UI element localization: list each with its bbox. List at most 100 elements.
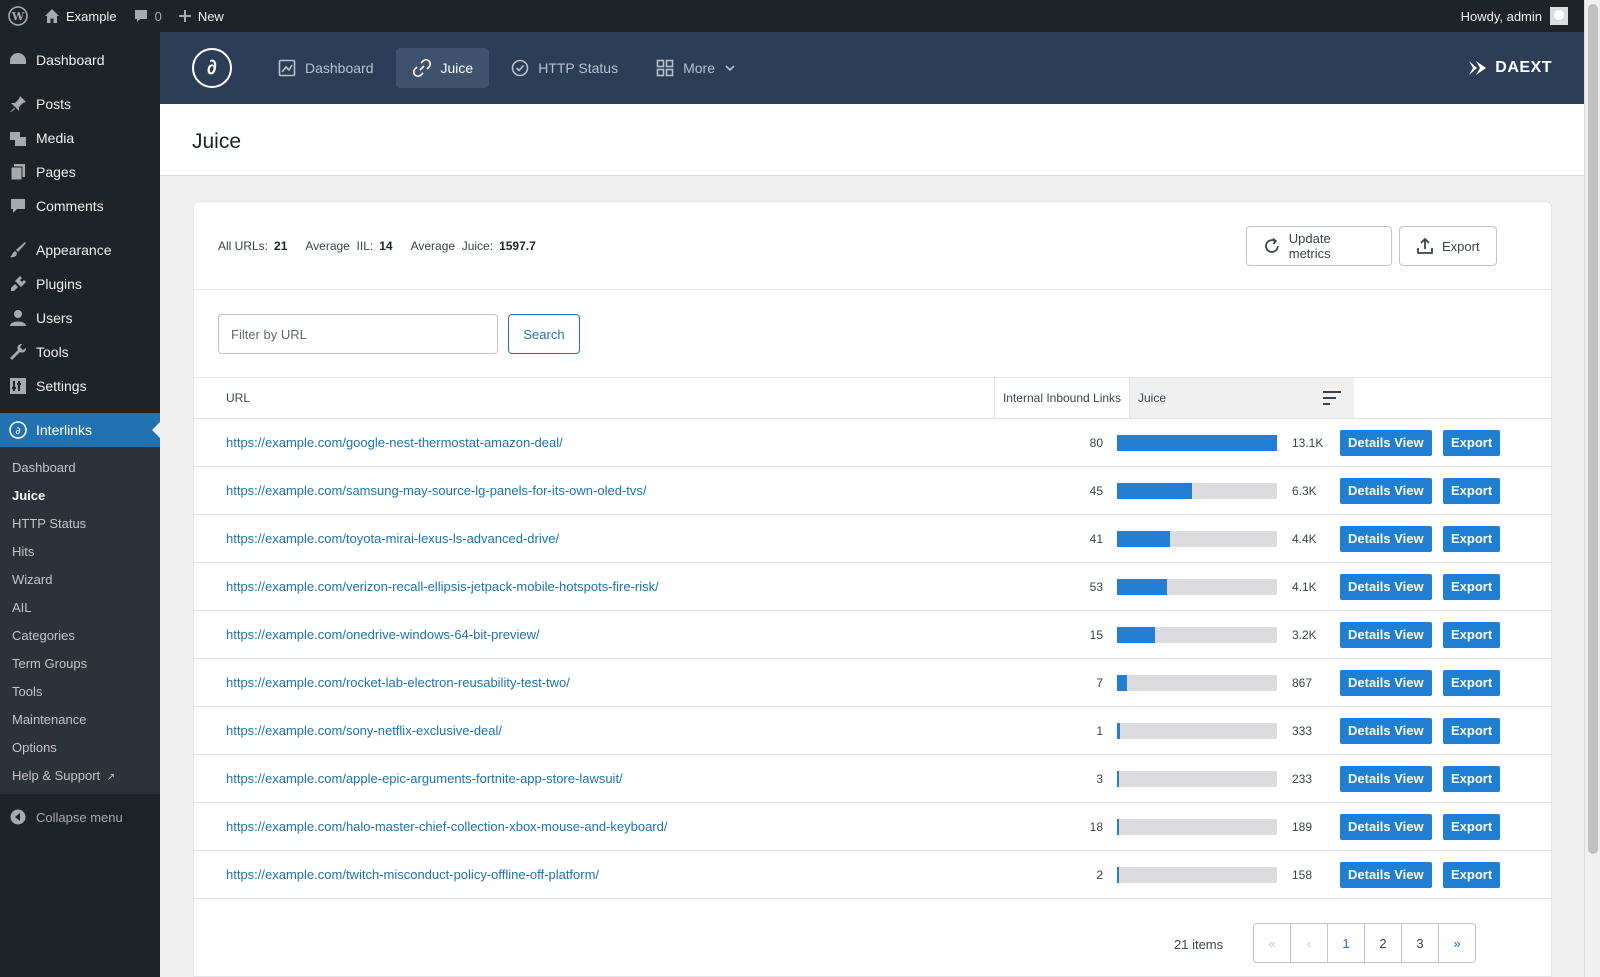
juice-bar-fill (1117, 674, 1127, 691)
scrollbar-thumb[interactable] (1588, 4, 1598, 854)
row-url-link[interactable]: https://example.com/onedrive-windows-64-… (226, 627, 540, 642)
submenu-label: Help & Support (12, 768, 101, 783)
export-all-button[interactable]: Export (1399, 226, 1497, 266)
nav-http-status[interactable]: HTTP Status (495, 48, 634, 88)
column-header-url[interactable]: URL (194, 378, 995, 418)
svg-text:W: W (11, 10, 25, 23)
row-url-link[interactable]: https://example.com/verizon-recall-ellip… (226, 579, 659, 594)
table-row: https://example.com/verizon-recall-ellip… (194, 563, 1551, 611)
update-metrics-button[interactable]: Update metrics (1246, 226, 1392, 266)
dashboard-icon (9, 51, 27, 69)
details-view-button[interactable]: Details View (1340, 573, 1432, 600)
page-3-button[interactable]: 3 (1401, 923, 1439, 963)
submenu-term-groups[interactable]: Term Groups (12, 656, 88, 671)
last-page-button[interactable]: » (1438, 923, 1476, 963)
row-juice: 333 (1292, 723, 1313, 738)
row-export-button[interactable]: Export (1443, 813, 1501, 840)
details-view-button[interactable]: Details View (1340, 813, 1432, 840)
juice-bar (1117, 578, 1277, 595)
nav-juice[interactable]: Juice (395, 48, 490, 88)
row-export-button[interactable]: Export (1443, 429, 1501, 456)
row-export-button[interactable]: Export (1443, 573, 1501, 600)
menu-label: Dashboard (36, 52, 105, 68)
page-2-button[interactable]: 2 (1364, 923, 1402, 963)
juice-bar-fill (1117, 770, 1120, 787)
row-export-button[interactable]: Export (1443, 765, 1501, 792)
wordpress-logo-icon[interactable]: W (0, 0, 36, 32)
stat-label: All URLs: (218, 238, 269, 253)
row-export-button[interactable]: Export (1443, 477, 1501, 504)
menu-dashboard[interactable]: Dashboard (0, 43, 160, 77)
menu-comments[interactable]: Comments (0, 189, 160, 223)
row-export-button[interactable]: Export (1443, 861, 1501, 888)
row-url-link[interactable]: https://example.com/toyota-mirai-lexus-l… (226, 531, 560, 546)
submenu-hits[interactable]: Hits (12, 544, 35, 559)
row-juice: 189 (1292, 819, 1313, 834)
first-page-button[interactable]: « (1253, 923, 1291, 963)
menu-users[interactable]: Users (0, 301, 160, 335)
stat-all-urls: All URLs: 21 (218, 239, 287, 253)
details-view-button[interactable]: Details View (1340, 477, 1432, 504)
details-view-button[interactable]: Details View (1340, 669, 1432, 696)
juice-bar (1117, 866, 1277, 883)
juice-bar (1117, 434, 1277, 451)
menu-media[interactable]: Media (0, 121, 160, 155)
submenu-dashboard[interactable]: Dashboard (12, 460, 76, 475)
row-export-button[interactable]: Export (1443, 621, 1501, 648)
filter-url-input[interactable] (218, 314, 498, 354)
row-export-button[interactable]: Export (1443, 525, 1501, 552)
details-view-button[interactable]: Details View (1340, 861, 1432, 888)
row-url-link[interactable]: https://example.com/sony-netflix-exclusi… (226, 723, 503, 738)
submenu-ail[interactable]: AIL (12, 600, 32, 615)
row-juice: 867 (1292, 675, 1313, 690)
submenu-http-status[interactable]: HTTP Status (12, 516, 87, 531)
account-menu[interactable]: Howdy, admin (1461, 7, 1584, 25)
nav-more[interactable]: More (640, 48, 752, 88)
row-export-button[interactable]: Export (1443, 669, 1501, 696)
submenu-options[interactable]: Options (12, 740, 57, 755)
details-view-button[interactable]: Details View (1340, 621, 1432, 648)
row-url-link[interactable]: https://example.com/samsung-may-source-l… (226, 483, 647, 498)
menu-pages[interactable]: Pages (0, 155, 160, 189)
row-url-link[interactable]: https://example.com/apple-epic-arguments… (226, 771, 623, 786)
menu-settings[interactable]: Settings (0, 369, 160, 403)
menu-interlinks[interactable]: ∂ Interlinks (0, 413, 160, 447)
menu-plugins[interactable]: Plugins (0, 267, 160, 301)
details-view-button[interactable]: Details View (1340, 429, 1432, 456)
collapse-menu-button[interactable]: Collapse menu (0, 800, 160, 834)
submenu-maintenance[interactable]: Maintenance (12, 712, 87, 727)
menu-tools[interactable]: Tools (0, 335, 160, 369)
row-url-link[interactable]: https://example.com/rocket-lab-electron-… (226, 675, 570, 690)
comments-link[interactable]: 0 (125, 0, 170, 32)
column-header-iil[interactable]: Internal Inbound Links (995, 378, 1130, 418)
check-circle-icon (511, 59, 529, 77)
submenu-wizard[interactable]: Wizard (12, 572, 53, 587)
menu-label: Tools (36, 344, 69, 360)
prev-page-button[interactable]: ‹ (1290, 923, 1328, 963)
sort-icon (1323, 391, 1341, 405)
page-scrollbar[interactable] (1584, 0, 1600, 977)
page-1-button[interactable]: 1 (1327, 923, 1365, 963)
details-view-button[interactable]: Details View (1340, 525, 1432, 552)
column-header-juice[interactable]: Juice (1130, 378, 1354, 418)
search-button[interactable]: Search (508, 314, 580, 354)
row-export-button[interactable]: Export (1443, 717, 1501, 744)
row-url-link[interactable]: https://example.com/google-nest-thermost… (226, 435, 563, 450)
details-view-button[interactable]: Details View (1340, 717, 1432, 744)
menu-appearance[interactable]: Appearance (0, 233, 160, 267)
table-row: https://example.com/halo-master-chief-co… (194, 803, 1551, 851)
details-view-button[interactable]: Details View (1340, 765, 1432, 792)
submenu-categories[interactable]: Categories (12, 628, 75, 643)
row-url-link[interactable]: https://example.com/halo-master-chief-co… (226, 819, 668, 834)
nav-dashboard[interactable]: Dashboard (262, 48, 390, 88)
row-url-link[interactable]: https://example.com/twitch-misconduct-po… (226, 867, 600, 882)
daext-brand[interactable]: DAEXT (1467, 59, 1552, 77)
row-juice: 233 (1292, 771, 1313, 786)
plugin-logo[interactable]: ∂ (192, 48, 232, 88)
submenu-juice[interactable]: Juice (12, 488, 46, 503)
menu-posts[interactable]: Posts (0, 87, 160, 121)
submenu-tools[interactable]: Tools (12, 684, 43, 699)
submenu-help-support[interactable]: Help & Support ↗ (0, 762, 160, 790)
site-name-link[interactable]: Example (36, 0, 125, 32)
new-content-link[interactable]: New (170, 0, 232, 32)
